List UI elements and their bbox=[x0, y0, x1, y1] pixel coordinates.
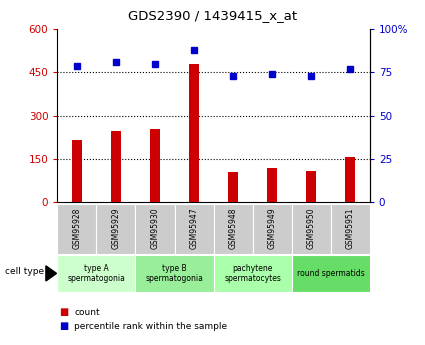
Bar bbox=[346, 157, 355, 202]
Text: round spermatids: round spermatids bbox=[297, 269, 365, 278]
Text: GSM95928: GSM95928 bbox=[72, 208, 82, 249]
Text: count: count bbox=[74, 308, 100, 317]
Bar bbox=[267, 168, 277, 202]
Text: pachytene
spermatocytes: pachytene spermatocytes bbox=[224, 264, 281, 283]
Text: GDS2390 / 1439415_x_at: GDS2390 / 1439415_x_at bbox=[128, 9, 297, 22]
Text: ■: ■ bbox=[60, 321, 69, 331]
Text: GSM95948: GSM95948 bbox=[229, 208, 238, 249]
Text: percentile rank within the sample: percentile rank within the sample bbox=[74, 322, 227, 331]
Text: GSM95929: GSM95929 bbox=[111, 208, 120, 249]
Text: ■: ■ bbox=[60, 307, 69, 317]
Text: GSM95930: GSM95930 bbox=[150, 208, 159, 249]
Text: GSM95951: GSM95951 bbox=[346, 208, 355, 249]
Bar bbox=[228, 172, 238, 202]
Text: type A
spermatogonia: type A spermatogonia bbox=[68, 264, 125, 283]
Bar bbox=[111, 131, 121, 202]
Bar bbox=[189, 64, 199, 202]
Text: cell type: cell type bbox=[5, 267, 44, 276]
Text: GSM95949: GSM95949 bbox=[268, 208, 277, 249]
Bar bbox=[72, 140, 82, 202]
Text: GSM95947: GSM95947 bbox=[190, 208, 198, 249]
Bar bbox=[150, 128, 160, 202]
Text: type B
spermatogonia: type B spermatogonia bbox=[146, 264, 204, 283]
Bar bbox=[306, 171, 316, 202]
Text: GSM95950: GSM95950 bbox=[307, 208, 316, 249]
